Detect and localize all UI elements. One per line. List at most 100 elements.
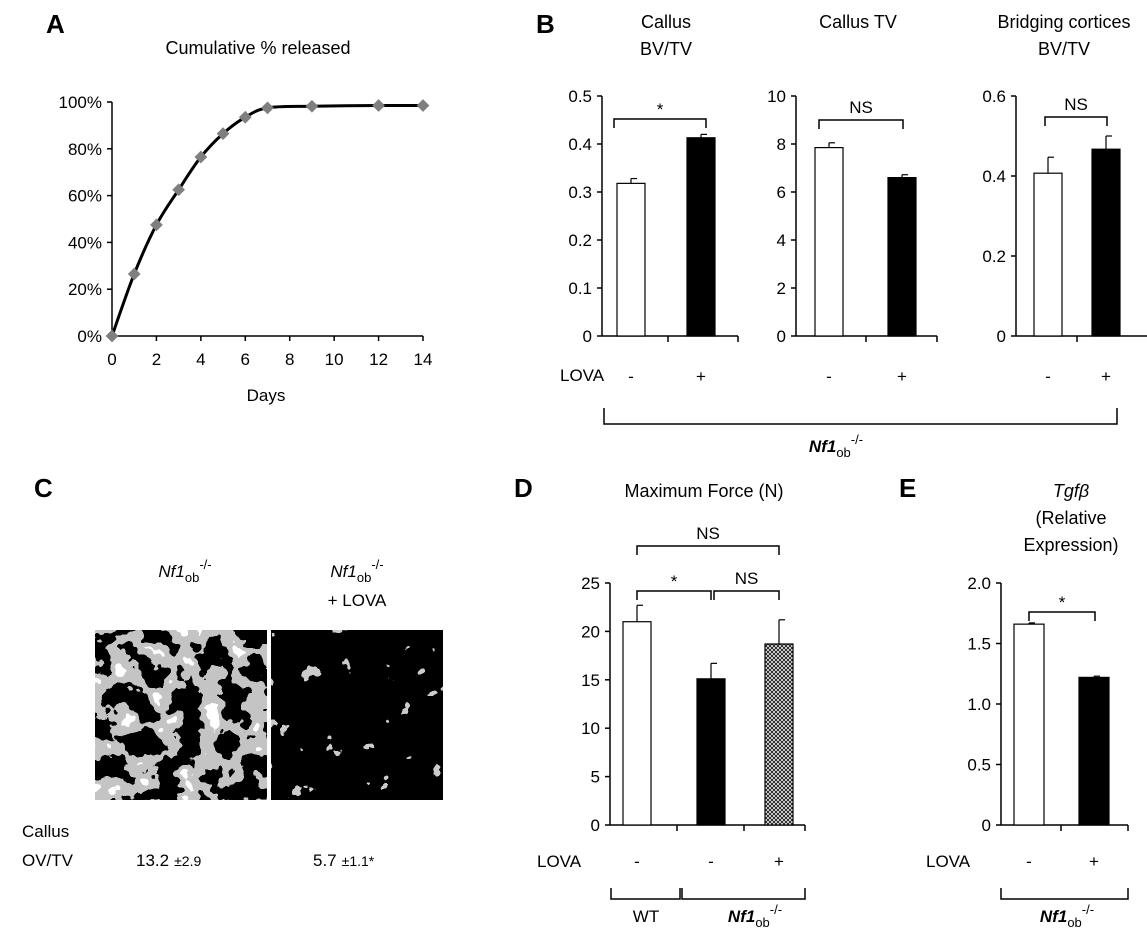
bar-chart-title-line: Expression) [1023, 535, 1118, 555]
significance-bracket [1044, 116, 1108, 126]
bar-chart-title-line: Callus TV [819, 12, 897, 32]
bar-category-label: - [708, 852, 714, 871]
panel-e-genotype-label: Nf1ob-/- [1040, 902, 1094, 930]
image2-label-line2: + LOVA [328, 591, 387, 610]
panel-letter-d: D [514, 473, 533, 503]
bar [1091, 148, 1121, 337]
significance-bracket [636, 545, 780, 555]
untreated-value: 13.2 ±2.9 [136, 851, 201, 870]
significance-label: * [671, 572, 678, 591]
bar-chart-y-tick-label: 1.5 [967, 635, 991, 654]
chart-a-title: Cumulative % released [165, 38, 350, 58]
chart-a-y-tick-label: 80% [68, 140, 102, 159]
panel-e-lova-row: LOVA Nf1ob-/- [926, 852, 1129, 930]
bar-category-label: + [1101, 367, 1111, 386]
bar-chart-y-tick-label: 0 [982, 816, 991, 835]
bar-chart-title-line: (Relative [1035, 508, 1106, 528]
chart-a-data-point [105, 329, 119, 343]
significance-label: NS [696, 524, 720, 543]
bar-chart-title-line: Tgfβ [1053, 481, 1089, 501]
bar [1078, 676, 1110, 826]
bar-chart-y-tick-label: 20 [581, 622, 600, 641]
chart-a-x-tick-label: 2 [152, 350, 161, 369]
significance-bracket [613, 118, 707, 128]
maximum-force-bar-chart: Maximum Force (N) 0 5 10 15 20 25 - - + NS * NS [581, 481, 806, 871]
chart-a-y-tick-label: 60% [68, 187, 102, 206]
chart-a-x-label: Days [247, 386, 286, 405]
bar-chart-y-tick-label: 0.6 [982, 87, 1006, 106]
bar-chart-y-tick-label: 15 [581, 671, 600, 690]
significance-label: * [657, 100, 664, 119]
chart-a-data-point [305, 99, 319, 113]
image2-label-line1: Nf1ob-/- [330, 557, 383, 585]
bar-chart-y-tick-label: 1.0 [967, 695, 991, 714]
bar-chart-title-line: Bridging cortices [997, 12, 1130, 32]
bar-category-label: + [1089, 852, 1099, 871]
bar-chart-title-line: Maximum Force (N) [624, 481, 783, 501]
micro-ct-image-lova [271, 630, 443, 800]
significance-label: NS [1064, 95, 1088, 114]
chart-a-data-point [172, 183, 186, 197]
bar-chart-y-tick-label: 2 [777, 279, 786, 298]
bar-chart-y-tick-label: 2.0 [967, 574, 991, 593]
chart-a-data-point [416, 99, 430, 112]
bar-chart-y-tick-label: 4 [777, 231, 786, 250]
bar-chart-y-tick-label: 0 [591, 816, 600, 835]
chart-a-data-point [194, 150, 208, 164]
bar [616, 182, 646, 337]
panel-d-lova-row: LOVA WT Nf1ob-/- [537, 852, 806, 930]
chart-a-x-tick-label: 0 [107, 350, 116, 369]
significance-bracket [713, 590, 780, 600]
significance-bracket [818, 119, 904, 129]
bar [686, 137, 716, 337]
chart-a-x-tick-label: 10 [325, 350, 344, 369]
chart-a-x-tick-label: 12 [369, 350, 388, 369]
bar-chart-y-tick-label: 6 [777, 183, 786, 202]
release-line-chart: Cumulative % released Days 0%20%40%60%80… [59, 38, 433, 405]
bar-category-label: - [628, 367, 634, 386]
bar-chart-y-tick-label: 0.4 [568, 135, 592, 154]
bar-chart-y-tick-label: 0 [777, 327, 786, 346]
panel-b-group-bracket [603, 408, 1118, 425]
panel-d-nf1-bracket [681, 888, 806, 900]
bar-category-label: - [1026, 852, 1032, 871]
panel-d-wt-bracket [610, 888, 681, 900]
bar-chart-y-tick-label: 10 [581, 719, 600, 738]
panel-letter-a: A [46, 9, 65, 39]
bar [814, 147, 844, 337]
panel-b-genotype-label: Nf1ob-/- [809, 432, 863, 460]
bar-chart-title-line: BV/TV [1038, 39, 1090, 59]
panel-d-genotype-label: Nf1ob-/- [728, 902, 782, 930]
panel-d-lova-label: LOVA [537, 852, 582, 871]
chart-a-x-tick-label: 14 [414, 350, 433, 369]
chart-a-data-point [372, 99, 385, 112]
bar-chart-y-tick-label: 0 [583, 327, 592, 346]
significance-label: NS [849, 98, 873, 117]
bar-chart-y-tick-label: 0.4 [982, 167, 1006, 186]
bar-chart-y-tick-label: 8 [777, 135, 786, 154]
panel-b-lova-row: LOVA Nf1ob-/- [560, 366, 1118, 460]
bar [764, 643, 794, 826]
chart-a-x-tick-label: 8 [285, 350, 294, 369]
significance-label: * [1059, 593, 1066, 612]
bar-chart-y-tick-label: 25 [581, 574, 600, 593]
micro-ct-image-untreated [95, 630, 267, 800]
chart-a-y-tick-label: 20% [68, 280, 102, 299]
significance-bracket [1028, 611, 1096, 621]
panel-letter-c: C [34, 473, 53, 503]
significance-bracket [636, 590, 712, 600]
panel-e-lova-label: LOVA [926, 852, 971, 871]
bar [1013, 623, 1045, 826]
image1-label: Nf1ob-/- [158, 557, 211, 585]
chart-a-data-point [127, 267, 141, 281]
chart-a-data-point [238, 110, 252, 124]
bar [887, 177, 917, 337]
lova-value: 5.7 ±1.1* [313, 851, 375, 870]
bar-chart-y-tick-label: 0.3 [568, 183, 592, 202]
significance-label: NS [735, 569, 759, 588]
bar [1033, 172, 1063, 337]
micro-ct-panel: Nf1ob-/- Nf1ob-/- + LOVA Callus OV/TV 13… [22, 557, 443, 870]
bar-chart-y-tick-label: 5 [591, 768, 600, 787]
callus-bvtv-bar-chart: Callus BV/TV 0 0.1 0.2 0.3 0.4 0.5 - + * [568, 12, 739, 386]
